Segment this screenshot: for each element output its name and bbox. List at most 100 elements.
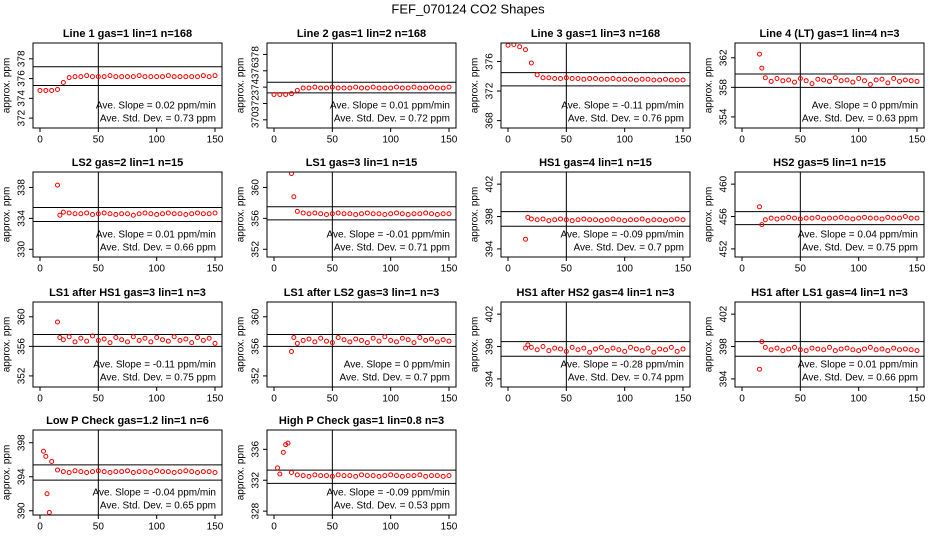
point — [616, 217, 622, 223]
point — [862, 78, 867, 84]
x-tick-label: 0 — [505, 264, 511, 275]
point — [72, 339, 78, 345]
point — [902, 346, 908, 352]
point — [394, 339, 399, 345]
point — [154, 212, 160, 217]
point — [856, 75, 862, 81]
y-tick-label: 358 — [719, 79, 730, 96]
x-tick-label: 100 — [616, 264, 633, 275]
point — [189, 74, 195, 80]
point — [154, 74, 160, 80]
plot-frame — [32, 171, 223, 258]
plot-frame — [734, 301, 925, 388]
y-tick-label: 372 — [485, 82, 496, 99]
point — [294, 208, 300, 214]
x-tick-label: 50 — [93, 394, 105, 405]
point — [809, 345, 815, 351]
point — [528, 344, 534, 350]
x-tick-label: 0 — [37, 522, 43, 533]
point — [902, 77, 908, 83]
annotation: Ave. Slope = -0.11 ppm/min — [561, 101, 684, 112]
y-tick-label: 334 — [17, 210, 28, 227]
point — [873, 215, 879, 221]
y-axis-label: approx. ppm — [470, 58, 481, 114]
plot-frame — [266, 301, 457, 388]
x-tick-label: 150 — [675, 394, 692, 405]
panel-title: LS2 gas=2 lin=1 n=15 — [72, 157, 184, 169]
point — [200, 469, 206, 475]
point — [411, 340, 417, 346]
point — [674, 348, 680, 354]
plot-frame — [32, 301, 223, 388]
point — [914, 78, 920, 84]
point — [674, 77, 680, 83]
y-tick-label: 376 — [485, 53, 496, 70]
point — [762, 75, 768, 81]
y-tick-label: 394 — [485, 240, 496, 257]
y-tick-label: 456 — [719, 208, 730, 225]
point — [60, 469, 66, 475]
point — [370, 211, 376, 217]
points — [757, 339, 920, 372]
point — [160, 74, 165, 80]
x-tick-label: 150 — [909, 394, 926, 405]
point — [651, 349, 657, 355]
point — [382, 212, 388, 217]
point — [598, 344, 604, 350]
y-axis-label: approx. ppm — [704, 317, 715, 373]
point — [189, 469, 195, 475]
x-tick-label: 100 — [382, 394, 399, 405]
point — [668, 77, 674, 83]
point — [160, 211, 165, 217]
point — [663, 347, 668, 353]
point — [359, 337, 364, 343]
point — [680, 77, 686, 83]
annotation: Ave. Std. Dev. = 0.72 ppm — [334, 114, 450, 125]
point — [628, 344, 633, 350]
point — [540, 344, 546, 350]
point — [394, 473, 399, 479]
point — [78, 469, 84, 475]
point — [347, 211, 353, 217]
point — [329, 84, 335, 90]
point — [341, 337, 347, 343]
point — [107, 340, 113, 346]
point — [57, 334, 63, 340]
y-tick-label: 372 — [17, 109, 28, 126]
point — [130, 334, 136, 340]
panel: LS1 after LS2 gas=3 lin=1 n=3 approx. ppm… — [236, 287, 458, 405]
y-tick-label: 374 — [251, 78, 262, 95]
point — [856, 215, 862, 221]
point — [195, 470, 200, 475]
x-tick-label: 0 — [739, 135, 745, 146]
point — [382, 334, 388, 340]
point — [873, 77, 879, 83]
annotation: Ave. Std. Dev. = 0.74 ppm — [568, 373, 684, 384]
point — [440, 85, 446, 91]
point — [335, 334, 341, 340]
point — [914, 348, 920, 354]
point — [511, 43, 517, 47]
point — [891, 215, 897, 221]
panel-title: HS1 gas=4 lin=1 n=15 — [539, 157, 652, 169]
point — [417, 85, 423, 91]
point — [277, 91, 283, 97]
annotation: Ave. Slope = -0.28 ppm/min — [561, 360, 685, 371]
point — [902, 214, 908, 220]
plot-frame — [32, 429, 223, 516]
point — [324, 473, 329, 479]
y-tick-label: 402 — [485, 175, 496, 192]
point — [289, 470, 294, 475]
point — [399, 85, 405, 91]
panel: High P Check gas=1 lin=0.8 n=3 approx. pp… — [236, 415, 458, 533]
point — [335, 472, 341, 478]
point — [657, 217, 663, 223]
panel-title: Line 2 gas=1 lin=2 n=168 — [297, 28, 426, 40]
point — [394, 210, 399, 216]
point — [821, 216, 827, 222]
y-tick-label: 356 — [17, 338, 28, 355]
point — [680, 346, 686, 352]
point — [300, 85, 306, 91]
point — [300, 337, 306, 343]
figure-title: FEF_070124 CO2 Shapes — [391, 1, 545, 16]
